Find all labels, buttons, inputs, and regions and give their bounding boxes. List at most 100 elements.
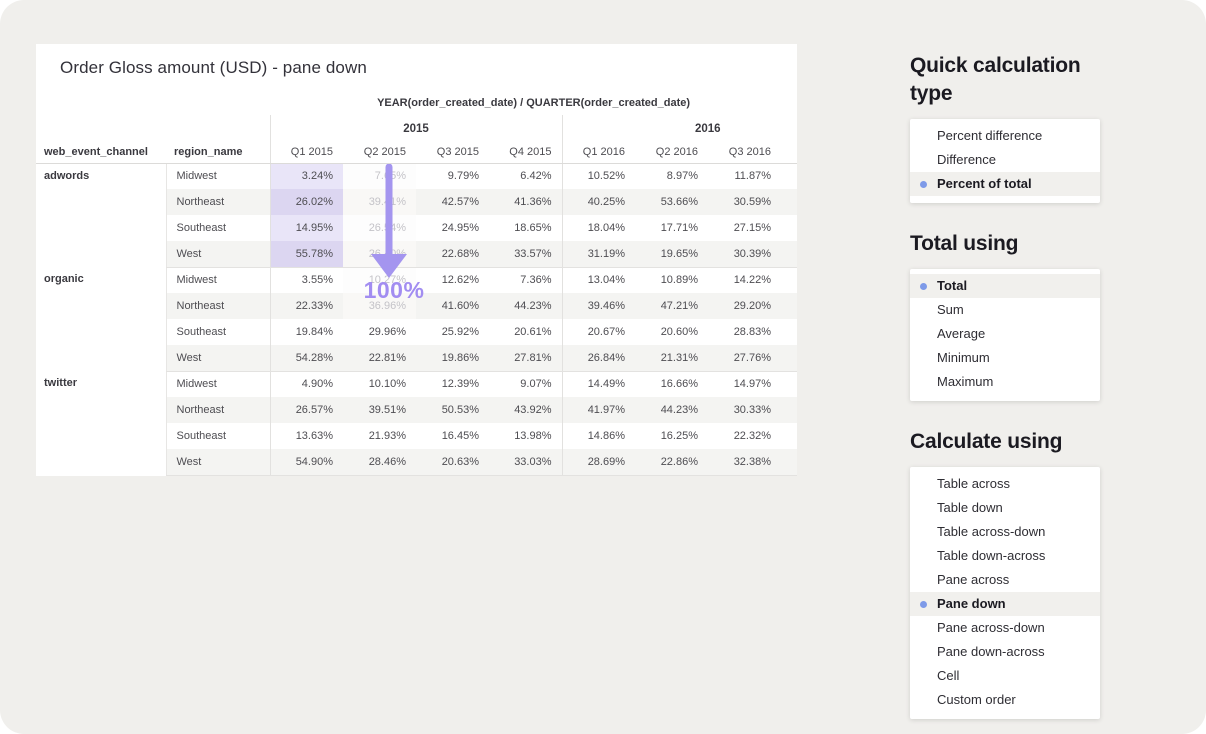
value-cell[interactable]: 14.49% — [561, 371, 635, 397]
value-cell[interactable]: 14.86% — [561, 423, 635, 449]
value-cell[interactable]: 18.04% — [561, 215, 635, 241]
value-cell[interactable]: 47.21% — [635, 293, 708, 319]
value-cell[interactable]: 12.39% — [441, 378, 479, 391]
value-cell[interactable]: 54.90% — [269, 449, 343, 476]
value-cell[interactable]: 18.65% — [514, 222, 552, 234]
value-cell[interactable]: 16.45% — [441, 430, 479, 442]
option-sum[interactable]: Sum — [910, 298, 1100, 322]
value-cell[interactable]: 20.67% — [561, 319, 635, 345]
value-cell[interactable]: 10.52% — [561, 163, 635, 189]
value-cell[interactable]: 21.31% — [635, 345, 708, 372]
option-difference[interactable]: Difference — [910, 148, 1100, 172]
value-cell[interactable]: 31.19% — [561, 241, 635, 268]
value-cell[interactable]: 16.66% — [660, 378, 698, 391]
option-pane-down[interactable]: Pane down — [910, 592, 1100, 616]
option-percent-difference[interactable]: Percent difference — [910, 124, 1100, 148]
value-cell[interactable]: 33.03% — [489, 449, 562, 476]
option-table-down[interactable]: Table down — [910, 496, 1100, 520]
value-cell[interactable]: 6.42% — [520, 170, 552, 183]
value-cell[interactable]: 42.57% — [416, 189, 489, 215]
option-maximum[interactable]: Maximum — [910, 370, 1100, 394]
value-cell[interactable]: 4.90% — [269, 371, 343, 397]
value-cell[interactable]: 20.63% — [416, 449, 489, 476]
value-cell[interactable]: 26.84% — [561, 345, 635, 372]
value-cell[interactable]: 14.97% — [733, 378, 771, 391]
value-cell[interactable]: 22.32% — [733, 430, 771, 442]
value-cell[interactable]: 24.95% — [441, 222, 479, 234]
value-cell[interactable]: 20.60% — [660, 326, 698, 338]
value-cell[interactable]: 21.93% — [368, 430, 406, 442]
value-cell[interactable]: 39.51% — [343, 397, 416, 423]
value-cell[interactable]: 3.24% — [269, 163, 343, 189]
option-total[interactable]: Total — [910, 274, 1100, 298]
option-average[interactable]: Average — [910, 322, 1100, 346]
value-cell[interactable]: 29.96% — [368, 326, 406, 338]
option-pane-down-across[interactable]: Pane down-across — [910, 640, 1100, 664]
value-cell[interactable]: 16.25% — [660, 430, 698, 442]
value-cell[interactable]: 30.39% — [708, 241, 781, 268]
option-pane-across[interactable]: Pane across — [910, 568, 1100, 592]
value-cell[interactable]: 14.22% — [733, 274, 771, 287]
value-cell[interactable]: 33.57% — [489, 241, 562, 268]
value-cell[interactable]: 27.81% — [489, 345, 562, 372]
value-cell[interactable]: 11.87% — [734, 170, 772, 183]
value-cell[interactable]: 13.63% — [269, 423, 343, 449]
value-cell[interactable]: 13.04% — [561, 267, 635, 293]
value-cell[interactable]: 32.38% — [708, 449, 781, 476]
value-cell[interactable]: 8.97% — [666, 170, 698, 183]
value-cell[interactable]: 25.92% — [441, 326, 479, 338]
value-cell[interactable]: 55.78% — [269, 241, 343, 268]
option-percent-of-total[interactable]: Percent of total — [910, 172, 1100, 196]
value-cell[interactable]: 22.86% — [635, 449, 708, 476]
value-cell[interactable]: 19.65% — [635, 241, 708, 268]
value-cell[interactable]: 50.53% — [416, 397, 489, 423]
option-table-across[interactable]: Table across — [910, 472, 1100, 496]
option-pane-across-down[interactable]: Pane across-down — [910, 616, 1100, 640]
value-cell[interactable]: 26.02% — [269, 189, 343, 215]
value-cell[interactable]: 40.25% — [561, 189, 635, 215]
value-cell[interactable]: 26.40% — [343, 241, 416, 268]
option-custom-order[interactable]: Custom order — [910, 688, 1100, 712]
value-cell[interactable]: 26.57% — [269, 397, 343, 423]
value-cell[interactable]: 10.89% — [660, 274, 698, 287]
value-cell[interactable]: 3.55% — [269, 267, 343, 293]
option-table-down-across[interactable]: Table down-across — [910, 544, 1100, 568]
value-cell[interactable]: 19.86% — [416, 345, 489, 372]
value-cell[interactable]: 44.23% — [635, 397, 708, 423]
value-cell[interactable]: 28.69% — [561, 449, 635, 476]
value-cell[interactable]: 22.33% — [269, 293, 343, 319]
value-cell[interactable]: 14.95% — [269, 215, 343, 241]
value-cell[interactable]: 10.10% — [368, 378, 406, 391]
value-cell[interactable]: 22.81% — [343, 345, 416, 372]
value-cell[interactable]: 29.20% — [708, 293, 781, 319]
value-cell[interactable]: 20.61% — [514, 326, 552, 338]
value-cell[interactable]: 30.59% — [708, 189, 781, 215]
value-cell[interactable]: 41.97% — [561, 397, 635, 423]
value-cell[interactable]: 7.65% — [343, 163, 416, 189]
value-cell[interactable]: 7.36% — [520, 274, 552, 287]
value-cell[interactable]: 13.98% — [514, 430, 552, 442]
option-table-across-down[interactable]: Table across-down — [910, 520, 1100, 544]
value-cell[interactable]: 41.60% — [416, 293, 489, 319]
value-cell[interactable]: 41.36% — [489, 189, 562, 215]
value-cell[interactable]: 26.54% — [343, 215, 416, 241]
value-cell[interactable]: 28.83% — [733, 326, 771, 338]
value-cell[interactable]: 19.84% — [269, 319, 343, 345]
value-cell[interactable]: 36.96% — [343, 293, 416, 319]
value-cell[interactable]: 43.92% — [489, 397, 562, 423]
value-cell[interactable]: 28.46% — [343, 449, 416, 476]
value-cell[interactable]: 27.76% — [708, 345, 781, 372]
value-cell[interactable]: 9.79% — [447, 170, 479, 183]
value-cell[interactable]: 22.68% — [416, 241, 489, 268]
value-cell[interactable]: 27.15% — [733, 222, 771, 234]
value-cell[interactable]: 17.71% — [660, 222, 698, 234]
option-cell[interactable]: Cell — [910, 664, 1100, 688]
value-cell[interactable]: 53.66% — [635, 189, 708, 215]
value-cell[interactable]: 54.28% — [269, 345, 343, 372]
value-cell[interactable]: 39.41% — [343, 189, 416, 215]
value-cell[interactable]: 44.23% — [489, 293, 562, 319]
value-cell[interactable]: 39.46% — [561, 293, 635, 319]
value-cell[interactable]: 9.07% — [520, 378, 552, 391]
value-cell[interactable]: 12.62% — [441, 274, 479, 287]
option-minimum[interactable]: Minimum — [910, 346, 1100, 370]
